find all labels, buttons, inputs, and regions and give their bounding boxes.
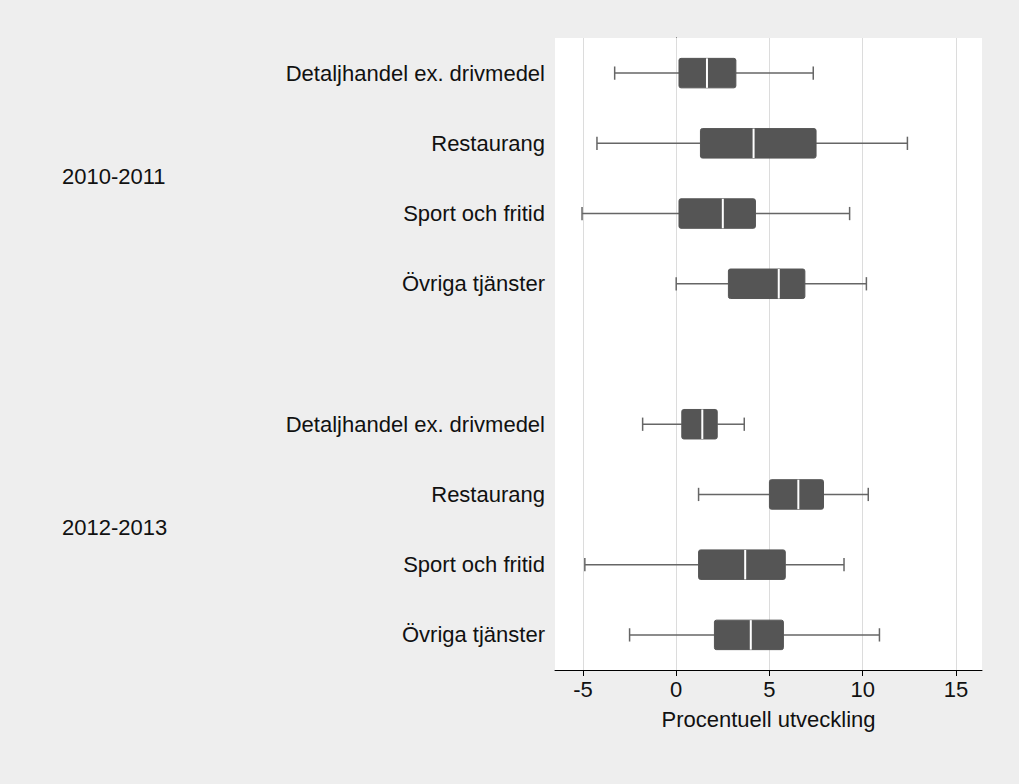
svg-text:Restaurang: Restaurang xyxy=(431,482,545,507)
svg-text:Övriga tjänster: Övriga tjänster xyxy=(402,622,545,647)
svg-text:2010-2011: 2010-2011 xyxy=(62,164,166,189)
svg-text:Detaljhandel ex. drivmedel: Detaljhandel ex. drivmedel xyxy=(286,412,545,437)
svg-text:Procentuell utveckling: Procentuell utveckling xyxy=(661,707,875,732)
svg-text:Övriga tjänster: Övriga tjänster xyxy=(402,271,545,296)
svg-text:-5: -5 xyxy=(573,677,593,702)
svg-text:Detaljhandel ex. drivmedel: Detaljhandel ex. drivmedel xyxy=(286,61,545,86)
svg-text:0: 0 xyxy=(670,677,682,702)
svg-text:Sport och fritid: Sport och fritid xyxy=(403,201,545,226)
svg-text:Sport och fritid: Sport och fritid xyxy=(403,552,545,577)
svg-text:Restaurang: Restaurang xyxy=(431,131,545,156)
svg-text:15: 15 xyxy=(944,677,968,702)
svg-text:5: 5 xyxy=(763,677,775,702)
svg-text:10: 10 xyxy=(850,677,874,702)
svg-text:2012-2013: 2012-2013 xyxy=(62,515,167,540)
